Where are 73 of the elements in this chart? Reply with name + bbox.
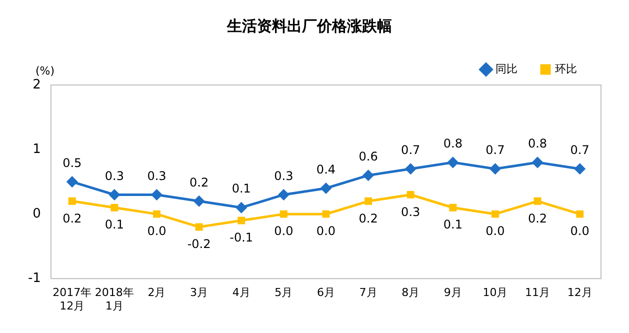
point: [68, 197, 76, 205]
y-tick-label: 0: [32, 206, 41, 222]
data-label: 0.3: [401, 204, 420, 219]
data-label: 0.6: [358, 149, 378, 164]
point: [320, 183, 332, 194]
x-tick-label: 3月: [190, 286, 208, 300]
x-tick-label: 9月: [444, 286, 462, 300]
point: [363, 170, 374, 181]
data-label: 0.7: [486, 143, 505, 158]
data-label: 0.2: [528, 211, 548, 226]
data-label: -0.2: [187, 237, 211, 252]
data-label: 0.1: [104, 218, 124, 232]
point: [194, 196, 204, 206]
data-label: 0.7: [570, 143, 590, 158]
data-label: 0.2: [190, 175, 209, 190]
data-label: 0.1: [232, 182, 251, 196]
x-tick-label: 2018年 1月: [94, 286, 134, 312]
legend-label: 环比: [555, 62, 577, 76]
point: [364, 197, 372, 205]
legend-label: 同比: [496, 62, 518, 76]
data-label: 0.3: [147, 168, 166, 183]
data-label: 0.0: [316, 224, 336, 238]
data-label: 0.2: [358, 211, 378, 226]
data-label: 0.5: [62, 156, 82, 170]
data-label: 0.8: [528, 136, 548, 151]
data-label: 0.0: [274, 224, 294, 238]
x-tick-label: 7月: [359, 286, 378, 300]
point: [448, 157, 458, 168]
x-tick-label: 12月: [567, 286, 592, 300]
point: [151, 189, 162, 200]
data-label: 0.3: [274, 168, 294, 183]
data-label: 0.0: [570, 224, 590, 238]
data-label: 0.7: [401, 143, 420, 158]
point: [238, 216, 246, 224]
point: [280, 210, 288, 218]
data-label: 0.3: [104, 168, 124, 183]
point: [574, 164, 586, 174]
data-label: 0.2: [62, 211, 82, 226]
point: [406, 190, 414, 198]
y-axis-title: (%): [35, 64, 54, 78]
point: [449, 204, 457, 212]
data-label: 0.0: [486, 224, 505, 238]
point: [153, 210, 160, 218]
point: [492, 210, 499, 218]
data-label: 0.4: [316, 162, 336, 176]
point: [110, 204, 118, 212]
point: [405, 164, 416, 174]
x-tick-label: 11月: [525, 286, 550, 300]
point: [576, 210, 584, 218]
point: [195, 223, 203, 231]
y-tick-label: 2: [32, 77, 41, 92]
point: [66, 176, 78, 188]
y-tick-label: 1: [32, 142, 41, 157]
data-label: -0.1: [230, 230, 254, 245]
point: [490, 164, 500, 174]
x-tick-label: 5月: [274, 286, 293, 300]
point: [278, 189, 289, 200]
y-tick-label: -1: [28, 270, 41, 286]
x-tick-label: 4月: [232, 286, 250, 300]
x-tick-label: 8月: [402, 286, 420, 300]
data-label: 0.8: [443, 136, 462, 151]
point: [109, 189, 120, 200]
point: [532, 157, 543, 168]
point: [534, 197, 542, 205]
x-tick-label: 2017年 12月: [52, 286, 92, 312]
x-tick-label: 6月: [316, 286, 335, 300]
point: [322, 210, 330, 218]
data-label: 0.1: [443, 218, 462, 232]
point: [236, 202, 247, 213]
x-tick-label: 2月: [148, 286, 166, 300]
x-tick-label: 10月: [482, 286, 508, 300]
data-label: 0.0: [147, 224, 166, 238]
chart-title: 生活资料出厂价格涨跌幅: [226, 16, 392, 35]
